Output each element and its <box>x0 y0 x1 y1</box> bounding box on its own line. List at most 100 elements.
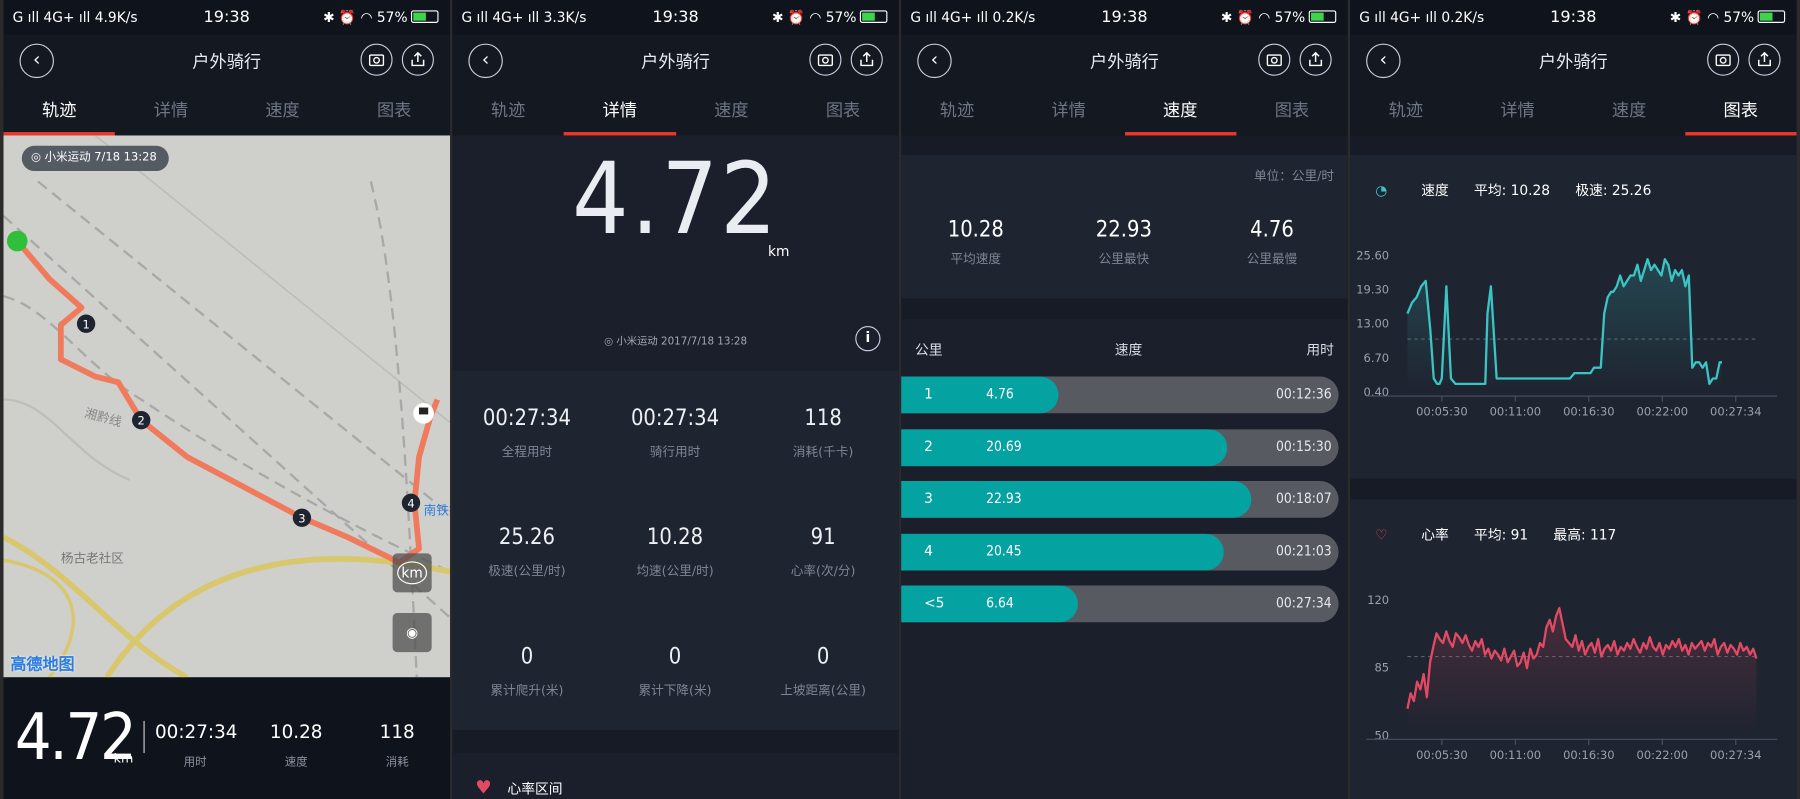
row-km: 1 <box>924 385 933 402</box>
km-toggle-button[interactable]: km <box>392 553 432 593</box>
tab-chart[interactable]: 图表 <box>825 99 861 121</box>
battery-icon <box>1757 10 1786 23</box>
map-source-badge: ◎ 小米运动 7/18 13:28 <box>21 145 169 172</box>
app-header: ‹ 户外骑行 <box>452 34 899 85</box>
speed-bar-fill <box>901 376 1059 414</box>
battery-percent: 57% <box>825 9 857 26</box>
summary-time: 00:27:34 用时 <box>154 720 238 770</box>
series-area <box>1407 259 1722 393</box>
share-button[interactable] <box>1748 43 1781 76</box>
per-km-list: 公里 速度 用时 1 4.76 00:12:36 2 20.69 00:15:30 3 22.… <box>901 319 1348 799</box>
bluetooth-icon: ✱ <box>322 9 335 26</box>
heart-zone-section[interactable]: ♥ 心率区间 <box>452 753 899 799</box>
screen-charts: G ıll 4G+ ıll 0.2K/s 19:38 ✱ ⏰ ◠ 57% ‹ 户… <box>1350 0 1797 799</box>
info-button[interactable]: i <box>855 326 881 352</box>
y-tick-label: 50 <box>1374 728 1389 742</box>
camera-button[interactable] <box>1707 43 1740 76</box>
alarm-icon: ⏰ <box>787 9 805 26</box>
stat-total-time: 00:27:34 全程用时 <box>482 405 571 460</box>
series-area <box>1407 608 1757 736</box>
tab-detail[interactable]: 详情 <box>153 99 189 121</box>
x-tick-label: 00:05:30 <box>1416 748 1468 762</box>
page-title: 户外骑行 <box>1538 51 1608 73</box>
back-button[interactable]: ‹ <box>468 43 503 79</box>
stat-uphill-distance: 0 上坡距离(公里) <box>780 644 866 698</box>
share-button[interactable] <box>401 43 434 76</box>
x-tick-label: 00:16:30 <box>1563 405 1615 419</box>
x-tick-label: 00:11:00 <box>1490 405 1542 419</box>
map-label-community: 杨古老社区 <box>61 551 124 566</box>
tab-speed[interactable]: 速度 <box>265 99 300 121</box>
camera-button[interactable] <box>809 43 842 76</box>
stat-slowest-km: 4.76 公里最慢 <box>1246 216 1298 267</box>
tab-track[interactable]: 轨迹 <box>490 99 526 121</box>
route-map[interactable]: 湘黔线 杨古老社区 南铁技术 1 2 3 4 ◎ 小米运动 7/18 13:28… <box>3 135 451 678</box>
camera-button[interactable] <box>1258 43 1291 76</box>
tab-detail[interactable]: 详情 <box>1500 99 1535 121</box>
heart-icon: ♥ <box>475 776 492 798</box>
col-header-speed: 速度 <box>1114 342 1143 359</box>
stat-max-speed: 25.26 极速(公里/时) <box>488 524 566 579</box>
speed-row[interactable]: 4 20.45 00:21:03 <box>901 533 1339 570</box>
camera-button[interactable] <box>360 43 393 76</box>
summary-speed: 10.28 速度 <box>269 720 323 770</box>
stat-ride-time: 00:27:34 骑行用时 <box>630 405 720 460</box>
tab-detail[interactable]: 详情 <box>1051 99 1086 121</box>
tab-speed[interactable]: 速度 <box>1124 85 1237 136</box>
battery-icon <box>1308 10 1337 23</box>
speed-row[interactable]: 3 22.93 00:18:07 <box>901 481 1339 518</box>
summary-distance: 4.72 <box>14 700 137 775</box>
tab-chart[interactable]: 图表 <box>376 99 412 121</box>
stat-climb: 0 累计爬升(米) <box>490 644 564 698</box>
tab-speed[interactable]: 速度 <box>1611 99 1647 121</box>
tab-detail[interactable]: 详情 <box>563 85 676 136</box>
svg-text:1: 1 <box>82 317 89 331</box>
map-provider-logo: 高德地图 <box>10 655 75 674</box>
tab-chart[interactable]: 图表 <box>1274 99 1310 121</box>
share-button[interactable] <box>1299 43 1332 76</box>
eye-icon: ◉ <box>406 624 419 641</box>
eye-toggle-button[interactable]: ◉ <box>392 613 432 653</box>
map-canvas: 湘黔线 杨古老社区 南铁技术 1 2 3 4 <box>3 135 451 678</box>
back-button[interactable]: ‹ <box>917 43 952 79</box>
heart-zone-title: 心率区间 <box>507 780 563 797</box>
alarm-icon: ⏰ <box>1685 9 1703 26</box>
back-button[interactable]: ‹ <box>19 43 54 79</box>
screen-speed: G ıll 4G+ ıll 0.2K/s 19:38 ✱ ⏰ ◠ 57% ‹ 户… <box>901 0 1348 799</box>
speed-bar-fill <box>901 585 1079 623</box>
battery-icon <box>410 10 439 23</box>
series-line <box>1406 258 1722 386</box>
x-tick-label: 00:11:00 <box>1490 748 1542 762</box>
share-button[interactable] <box>850 43 883 76</box>
signal-indicator: G ıll 4G+ ıll <box>12 9 91 26</box>
y-tick-label: 0.40 <box>1364 385 1390 399</box>
status-bar: G ıll 4G+ ıll 3.3K/s 19:38 ✱ ⏰ ◠ 57% <box>452 0 899 35</box>
speed-row[interactable]: 2 20.69 00:15:30 <box>901 428 1339 466</box>
page-title: 户外骑行 <box>192 51 262 73</box>
detail-unit: km <box>768 243 790 260</box>
share-icon <box>860 51 874 67</box>
tab-track[interactable]: 轨迹 <box>1388 99 1424 121</box>
tab-track[interactable]: 轨迹 <box>3 85 116 136</box>
svg-text:2: 2 <box>138 414 145 428</box>
tab-bar: 轨迹 详情 速度 图表 <box>3 84 451 136</box>
row-time: 00:12:36 <box>1276 385 1332 402</box>
x-tick-label: 00:22:00 <box>1637 748 1689 762</box>
wifi-icon: ◠ <box>360 9 373 26</box>
speed-line-chart[interactable]: 25.60 19.30 13.00 6.70 0.40 00:05:30 00:11:00 0… <box>1350 155 1797 479</box>
km-marker-1: 1 <box>76 314 96 333</box>
signal-indicator: G ıll 4G+ ıll <box>910 9 989 26</box>
speed-row[interactable]: 1 4.76 00:12:36 <box>901 376 1339 414</box>
tab-chart[interactable]: 图表 <box>1684 85 1797 136</box>
tab-track[interactable]: 轨迹 <box>939 99 975 121</box>
heart-line-chart[interactable]: 120 85 50 00:05:30 00:11:00 00:16:30 00:22:00 0… <box>1350 499 1797 799</box>
network-speed: 0.2K/s <box>1441 9 1485 26</box>
speed-row[interactable]: <5 6.64 00:27:34 <box>901 585 1339 623</box>
km-marker-3: 3 <box>292 508 312 527</box>
row-speed: 22.93 <box>986 490 1022 507</box>
back-button[interactable]: ‹ <box>1366 43 1401 79</box>
tab-speed[interactable]: 速度 <box>714 99 749 121</box>
signal-indicator: G ıll 4G+ ıll <box>1359 9 1437 26</box>
y-tick-label: 85 <box>1374 661 1389 675</box>
clock: 19:38 <box>1101 8 1148 27</box>
